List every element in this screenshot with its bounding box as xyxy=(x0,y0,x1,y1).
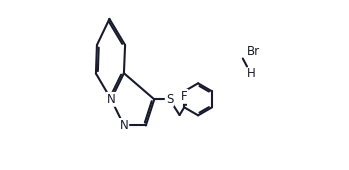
Text: N: N xyxy=(107,93,116,106)
Text: H: H xyxy=(247,67,256,80)
Text: N: N xyxy=(120,119,128,132)
Text: S: S xyxy=(166,93,173,106)
Text: F: F xyxy=(181,90,187,103)
Text: Br: Br xyxy=(247,45,260,58)
